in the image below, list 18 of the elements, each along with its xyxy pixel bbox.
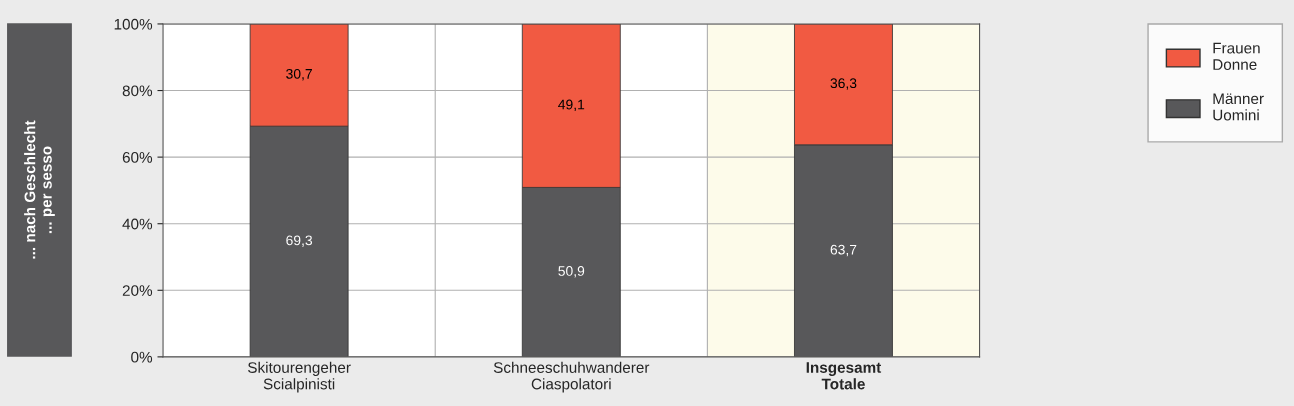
legend-label: Frauen Donne [1213,42,1260,70]
y-axis-title: ... nach Geschlecht ... per sesso [24,120,55,259]
y-tick-label: 20% [122,285,153,296]
data-label: 50,9 [558,266,585,278]
y-tick-label: 40% [122,218,153,230]
y-tick-label: 60% [122,151,153,163]
y-tick-label: 100% [114,18,153,30]
y-tick-label: 0% [131,351,153,363]
x-tick-label: Insgesamt Totale [806,362,882,390]
x-tick-label: Skitourengeher Scialpinisti [248,361,351,393]
data-label: 30,7 [286,68,312,81]
x-tick-label: Schneeschuhwanderer Ciaspolatori [493,361,650,393]
legend-label: Männer Uomini [1213,93,1264,121]
data-label: 69,3 [286,235,313,247]
data-label: 36,3 [830,78,857,90]
data-label: 49,1 [558,99,585,112]
data-label: 63,7 [830,244,857,257]
y-tick-label: 80% [122,85,153,97]
